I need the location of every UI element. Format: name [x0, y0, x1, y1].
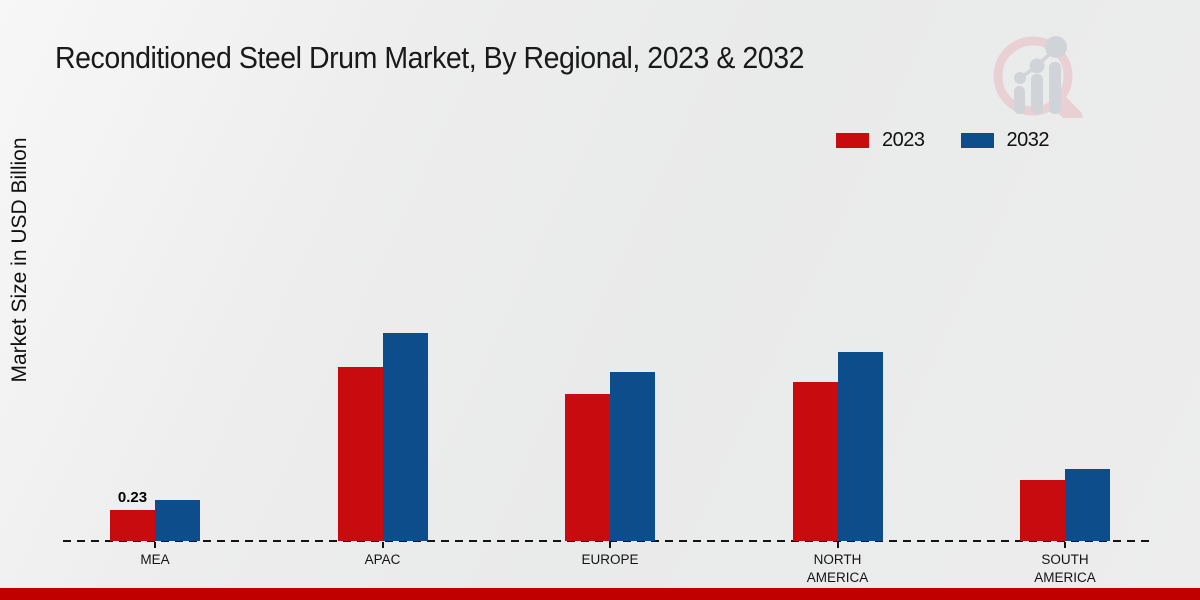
x-axis-line: [63, 540, 1155, 542]
legend-swatch-2032: [960, 133, 994, 148]
legend-swatch-2023: [836, 133, 869, 148]
x-axis-tick: [381, 542, 384, 548]
x-axis-category-label: NORTH AMERICA: [806, 552, 869, 585]
x-axis-category-label: SOUTH AMERICA: [1034, 552, 1096, 585]
legend-label-2032: 2032: [1006, 129, 1050, 151]
bar-2023-north-america: [792, 382, 838, 541]
bar-2032-apac: [382, 333, 428, 541]
x-axis-category-label: MEA: [140, 552, 170, 567]
bar-2032-mea: [155, 500, 200, 541]
legend-item-2023: 2023: [836, 129, 925, 152]
x-axis-tick: [609, 542, 611, 548]
bar-2032-north-america: [837, 352, 883, 541]
x-axis-category-label: APAC: [364, 552, 401, 567]
x-axis-tick: [836, 542, 839, 548]
bar-2023-south-america: [1020, 480, 1065, 541]
bar-value-label: 0.23: [117, 489, 148, 506]
x-axis-tick: [154, 542, 156, 548]
bar-2023-apac: [337, 367, 383, 541]
legend-item-2032: 2032: [960, 129, 1050, 152]
x-axis-category-label: EUROPE: [581, 552, 639, 567]
bar-2032-south-america: [1065, 469, 1110, 541]
x-axis-tick: [1064, 542, 1066, 548]
legend-label-2023: 2023: [882, 129, 925, 151]
bar-2032-europe: [610, 372, 655, 541]
chart-title: Reconditioned Steel Drum Market, By Regi…: [55, 40, 805, 75]
chart-legend: 2023 2032: [836, 129, 1049, 152]
bar-2023-mea: [110, 510, 155, 541]
market-research-logo-watermark-icon: [993, 36, 1083, 118]
bar-2023-europe: [565, 394, 610, 541]
bottom-accent-stripe: [0, 588, 1200, 600]
